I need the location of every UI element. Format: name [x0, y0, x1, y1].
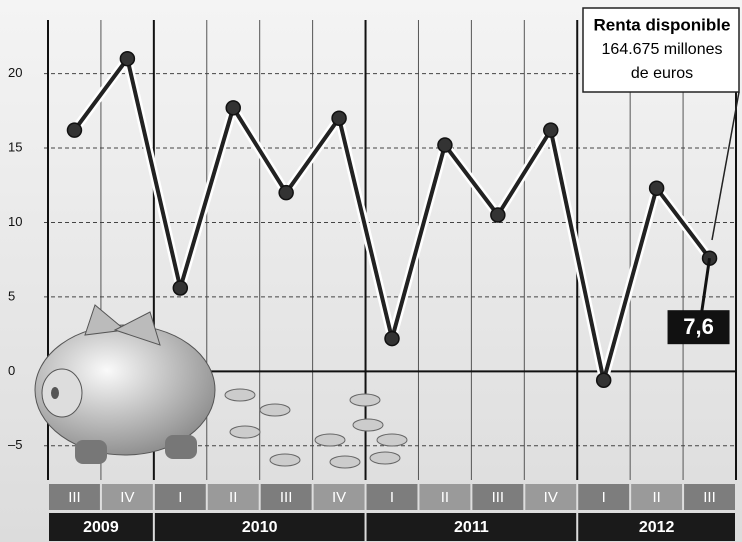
y-tick-label: –5	[8, 437, 22, 452]
y-tick-label: 10	[8, 214, 22, 229]
annotation: Renta disponible 164.675 millones de eur…	[582, 7, 740, 241]
year-label: 2010	[242, 519, 278, 536]
x-tick-label: I	[390, 489, 394, 506]
y-tick-label: 15	[8, 139, 22, 154]
quarter-band	[578, 484, 630, 510]
point	[119, 50, 136, 67]
y-tick-label: 0	[8, 363, 15, 378]
label-pointer	[700, 257, 712, 314]
quarter-band	[419, 484, 471, 510]
x-tick-label: II	[652, 489, 660, 506]
year-band	[154, 513, 365, 541]
x-tick-label: II	[229, 489, 237, 506]
value-label-box	[667, 310, 730, 345]
year-band	[49, 513, 153, 541]
point	[66, 122, 83, 138]
year-band	[578, 513, 735, 541]
coins	[224, 388, 408, 469]
annotation-title: Renta disponible	[594, 15, 731, 34]
x-tick-label: IV	[544, 489, 558, 506]
point	[543, 122, 559, 138]
x-tick-label: III	[492, 489, 505, 506]
x-tick-label: III	[68, 489, 81, 506]
annotation-line: 164.675 millones	[602, 41, 723, 58]
quarter-band	[154, 484, 206, 510]
quarter-band	[366, 484, 418, 510]
x-tick-label: IV	[120, 489, 134, 506]
year-label: 2009	[83, 519, 119, 536]
quarter-band	[684, 484, 735, 510]
x-tick-label: I	[602, 489, 606, 506]
y-tick-label: 5	[8, 288, 15, 303]
quarter-band	[631, 484, 683, 510]
year-label: 2011	[454, 519, 489, 536]
quarter-band	[525, 484, 577, 510]
point	[490, 207, 506, 223]
point	[437, 137, 453, 153]
point	[278, 184, 294, 201]
point	[648, 180, 665, 196]
x-tick-label: I	[178, 489, 182, 506]
value-label: 7,6	[683, 314, 714, 339]
year-label: 2012	[639, 519, 675, 536]
x-tick-label: III	[703, 489, 716, 506]
point	[331, 110, 347, 127]
quarter-band	[207, 484, 259, 510]
point	[595, 372, 612, 389]
x-tick-label: IV	[332, 489, 346, 506]
quarter-band	[260, 484, 312, 510]
x-tick-label: II	[441, 489, 449, 506]
quarter-band	[313, 484, 365, 510]
point	[172, 280, 189, 296]
quarter-band	[472, 484, 524, 510]
y-tick-label: 20	[8, 65, 22, 80]
point	[384, 330, 400, 347]
x-tick-label: III	[280, 489, 293, 506]
piggy-bank	[34, 304, 216, 464]
year-band	[366, 513, 577, 541]
annotation-line: de euros	[631, 65, 693, 82]
quarter-band	[49, 484, 100, 510]
point	[225, 100, 241, 116]
quarter-band	[101, 484, 153, 510]
